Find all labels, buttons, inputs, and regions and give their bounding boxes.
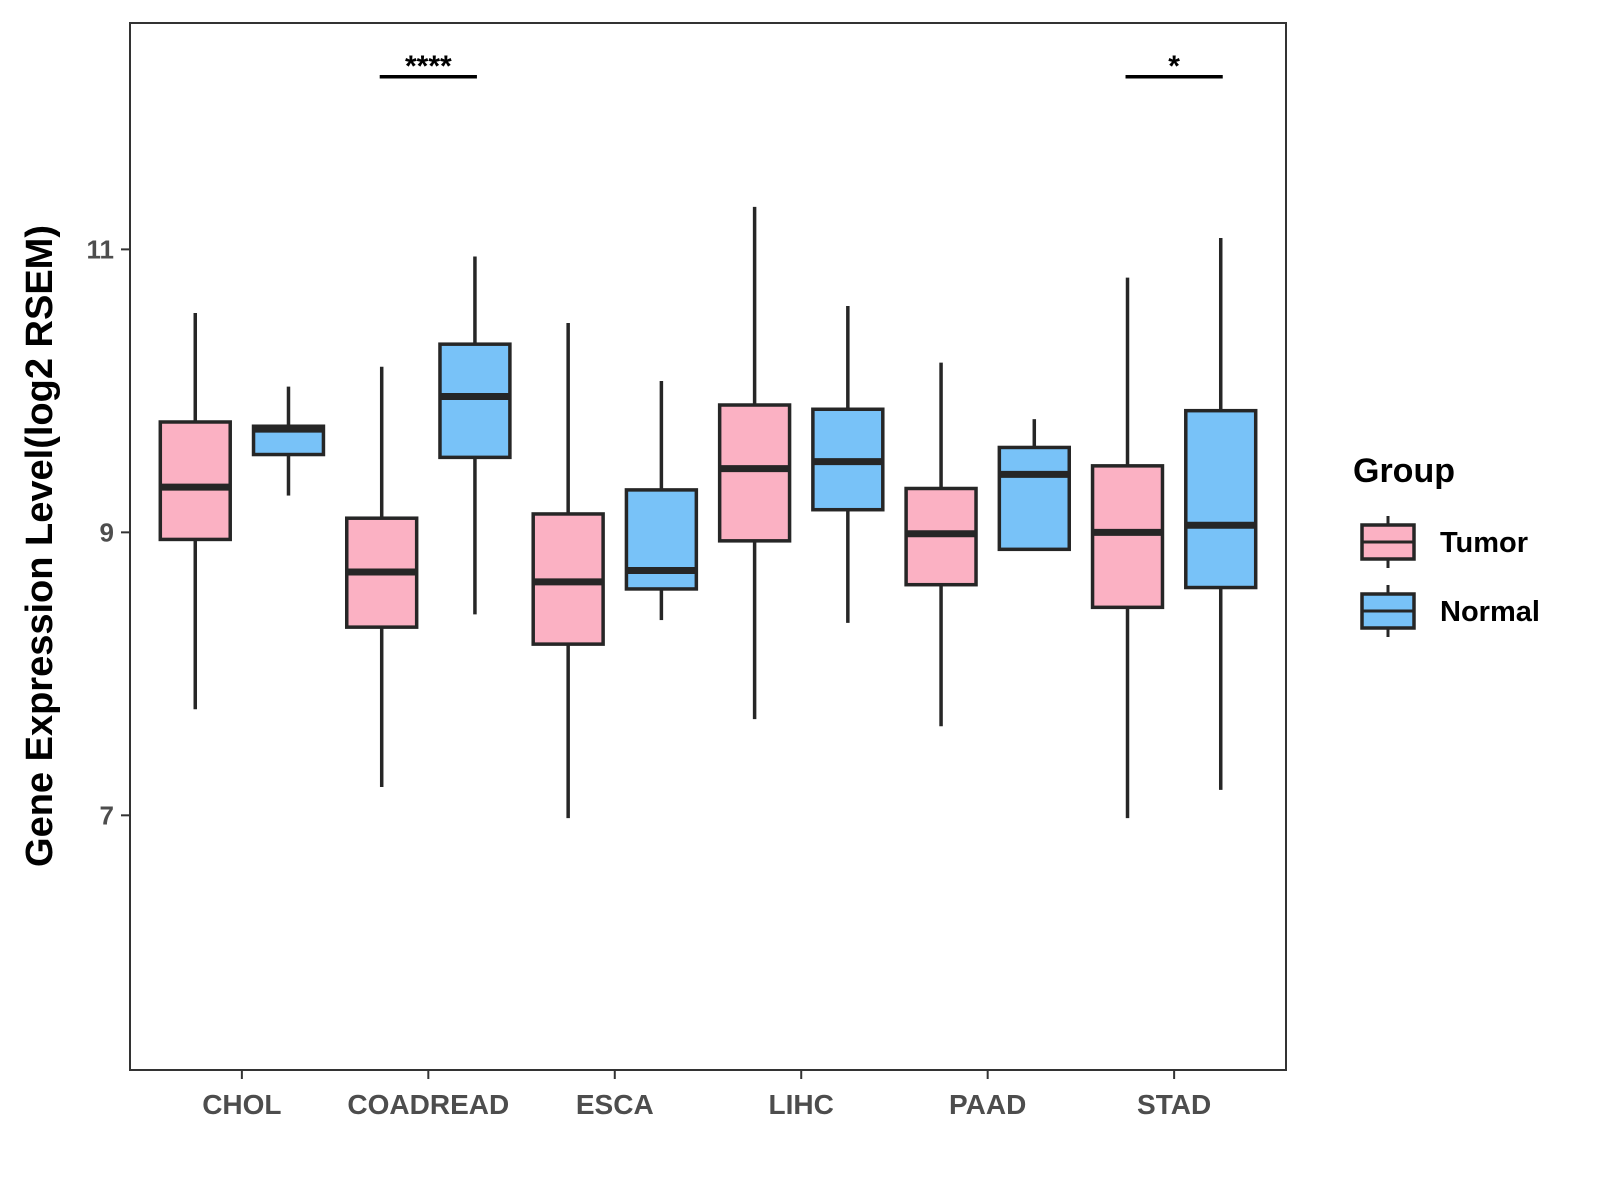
- x-axis: CHOL COADREAD ESCA LIHC PAAD STAD: [202, 1070, 1211, 1120]
- x-tick-label: STAD: [1137, 1089, 1211, 1120]
- y-axis-title: Gene Expression Level(log2 RSEM): [19, 225, 61, 867]
- box-iqr: [438, 342, 512, 460]
- boxes-layer: [158, 206, 1258, 819]
- box-normal-stad: [1184, 238, 1258, 790]
- significance-label: *: [1168, 50, 1180, 83]
- y-axis: 7 9 11: [87, 234, 130, 830]
- legend-title: Group: [1353, 452, 1455, 490]
- box-iqr: [997, 445, 1071, 552]
- x-tick-label: ESCA: [576, 1089, 654, 1120]
- box-tumor-lihc: [717, 206, 792, 720]
- y-tick-label: 9: [100, 517, 114, 547]
- box-tumor-stad: [1090, 277, 1165, 819]
- legend-key-normal: [1360, 585, 1416, 637]
- box-normal-paad: [997, 419, 1071, 552]
- x-tick-label: CHOL: [202, 1089, 281, 1120]
- y-tick-label: 7: [100, 800, 114, 830]
- box-normal-esca: [624, 380, 699, 621]
- box-tumor-coadread: [345, 366, 419, 788]
- y-tick-label: 11: [87, 234, 115, 264]
- box-normal-chol: [251, 386, 326, 496]
- legend-key-tumor: [1360, 516, 1416, 568]
- box-iqr: [158, 420, 232, 542]
- box-iqr: [624, 488, 699, 591]
- significance-annotations: **** *: [379, 50, 1223, 83]
- plot-panel-border: [129, 22, 1287, 1071]
- x-tick-label: COADREAD: [347, 1089, 509, 1120]
- box-iqr: [1090, 464, 1165, 610]
- x-tick-label: PAAD: [949, 1089, 1026, 1120]
- significance-label: ****: [405, 50, 452, 83]
- legend-label-tumor: Tumor: [1440, 527, 1528, 559]
- box-normal-coadread: [438, 256, 512, 615]
- x-tick-label: LIHC: [769, 1089, 834, 1120]
- box-tumor-chol: [158, 313, 232, 710]
- box-normal-lihc: [811, 305, 885, 623]
- legend: Group Tumor Normal: [1353, 452, 1540, 637]
- box-iqr: [1184, 408, 1258, 590]
- box-tumor-paad: [904, 362, 978, 727]
- box-tumor-esca: [531, 322, 605, 819]
- box-iqr: [717, 403, 792, 543]
- legend-label-normal: Normal: [1440, 596, 1540, 628]
